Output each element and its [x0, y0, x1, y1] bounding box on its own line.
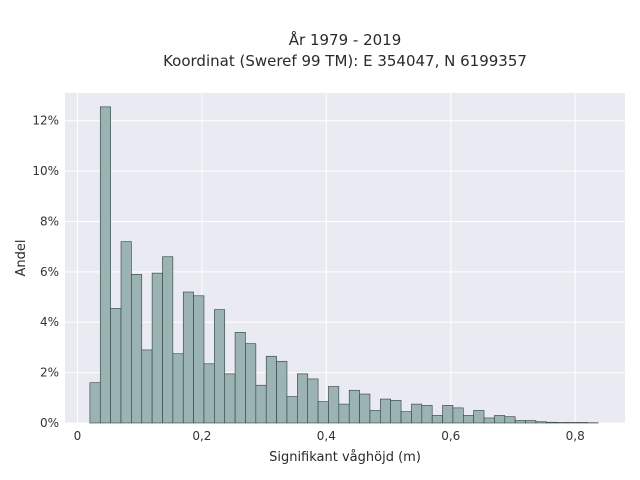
histogram-bar: [224, 373, 236, 424]
x-tick-label: 0,2: [192, 429, 211, 443]
histogram-bar: [514, 420, 526, 424]
histogram-bar: [172, 353, 184, 424]
histogram-bar: [556, 422, 568, 424]
histogram-bar: [120, 241, 132, 424]
histogram-bar: [203, 363, 215, 424]
x-tick-label: 0,8: [566, 429, 585, 443]
y-tick-label: 4%: [40, 315, 59, 329]
y-tick-label: 2%: [40, 366, 59, 380]
histogram-bar: [286, 396, 298, 424]
chart-title-line-1: År 1979 - 2019: [289, 30, 402, 49]
histogram-bar: [317, 401, 329, 424]
histogram-bar: [214, 309, 226, 424]
histogram-bar: [483, 417, 495, 424]
histogram-bar: [245, 343, 257, 424]
histogram-bar: [193, 295, 205, 424]
y-axis-label: Andel: [14, 240, 29, 277]
histogram-bar: [411, 403, 423, 424]
y-tick-label: 12%: [32, 114, 59, 128]
histogram-bar: [421, 405, 433, 424]
histogram-bar: [545, 421, 557, 424]
histogram-bar: [307, 378, 319, 424]
histogram-bar: [131, 274, 143, 424]
histogram-bar: [473, 410, 485, 424]
histogram-bar: [276, 360, 288, 424]
histogram-bar: [338, 403, 350, 424]
chart-title-line-2: Koordinat (Sweref 99 TM): E 354047, N 61…: [163, 52, 527, 70]
histogram-bar: [182, 291, 194, 424]
histogram-bar: [265, 355, 277, 424]
histogram-bar: [442, 405, 454, 424]
histogram-bar: [431, 415, 443, 424]
histogram-bar: [348, 389, 360, 424]
x-tick-label: 0,6: [441, 429, 460, 443]
histogram-bar: [99, 106, 111, 424]
histogram-bar: [380, 398, 391, 424]
histogram-bar: [328, 386, 340, 424]
histogram-bar: [141, 349, 153, 424]
bars: [89, 106, 599, 424]
histogram-bar: [452, 407, 464, 424]
y-tick-label: 8%: [40, 214, 59, 228]
y-tick-label: 10%: [32, 164, 59, 178]
histogram-bar: [297, 373, 309, 424]
x-axis-label: Signifikant våghöjd (m): [269, 450, 421, 465]
histogram-bar: [234, 332, 246, 424]
histogram-bar: [89, 382, 101, 424]
x-tick-label: 0,4: [317, 429, 336, 443]
histogram-bar: [462, 415, 474, 424]
histogram-bar: [110, 308, 122, 424]
histogram-bar: [577, 422, 589, 424]
y-tick-label: 0%: [40, 416, 59, 430]
histogram-bar: [400, 411, 412, 424]
tick-labels: 0% 2% 4% 6% 8% 10% 12% 0 0,2 0,4 0,6 0,8: [32, 114, 584, 443]
histogram-bar: [494, 415, 506, 424]
histogram-bar: [369, 410, 381, 424]
histogram-bar: [504, 416, 516, 424]
histogram-bar: [535, 421, 547, 424]
y-tick-label: 6%: [40, 265, 59, 279]
histogram-bar: [525, 420, 537, 424]
histogram-bar: [359, 393, 371, 424]
histogram-bar: [390, 400, 402, 424]
histogram-bar: [151, 272, 163, 424]
histogram-bar: [162, 256, 174, 424]
x-tick-label: 0: [74, 429, 82, 443]
histogram-bar: [566, 422, 578, 424]
histogram-bar: [255, 384, 267, 424]
